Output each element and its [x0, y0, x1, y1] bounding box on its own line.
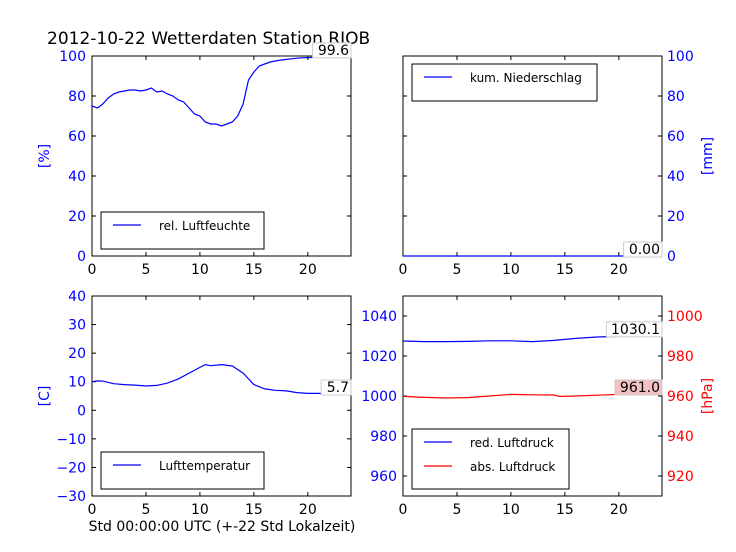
value-label-box: [320, 379, 352, 396]
y-tick-label: 40: [68, 169, 86, 185]
value-label: 99.6: [318, 43, 349, 59]
subplot-humidity: 0 5 10 15 20 0 20 40 60 80 100 [%] 99.6 rel. Luftfeuc…: [37, 42, 352, 278]
x-tick-label: 10: [191, 262, 209, 278]
x-tick-label: 10: [191, 502, 209, 518]
x-tick-label: 20: [299, 502, 317, 518]
x-tick-label: 10: [502, 502, 520, 518]
y-tick-label: 1040: [361, 309, 397, 325]
legend-label: Lufttemperatur: [159, 459, 250, 473]
y-axis-label: [C]: [37, 386, 53, 407]
y-tick-label: 1000: [361, 389, 397, 405]
y-tick-label: 960: [370, 469, 397, 485]
y-tick-label: −30: [56, 489, 86, 505]
value-label-box: [605, 321, 663, 338]
y-tick-label: 20: [68, 346, 86, 362]
x-tick-label: 0: [88, 262, 97, 278]
y-tick-label: 100: [59, 49, 86, 65]
x-tick-label: 5: [452, 262, 461, 278]
series-line: [91, 363, 351, 395]
x-tick-label: 20: [610, 262, 628, 278]
y-tick-label: 80: [68, 89, 86, 105]
y-tick-label: 20: [667, 209, 685, 225]
y-tick-label: 980: [370, 429, 397, 445]
x-tick-label: 20: [299, 262, 317, 278]
y-tick-label: −10: [56, 432, 86, 448]
plot-frame: [91, 55, 352, 257]
value-label: 961.0: [620, 380, 660, 396]
x-tick-label: 15: [556, 262, 574, 278]
series-line: [91, 56, 351, 127]
x-tick-label: 15: [245, 262, 263, 278]
y-tick-label: 40: [667, 169, 685, 185]
figure-x-axis-label: Std 00:00:00 UTC (+-22 Std Lokalzeit): [89, 519, 356, 535]
legend-label: rel. Luftfeuchte: [159, 219, 250, 233]
y-tick-label-right: 940: [667, 429, 694, 445]
value-label-box: [614, 379, 663, 396]
y-axis-label: [hPa]: [700, 378, 716, 414]
value-label: 0.00: [629, 242, 660, 258]
y-tick-label: 30: [68, 318, 86, 334]
legend-label: abs. Luftdruck: [470, 460, 555, 474]
legend-box: [411, 428, 570, 490]
y-tick-label-right: 920: [667, 469, 694, 485]
y-tick-label: 60: [667, 129, 685, 145]
y-tick-label: 10: [68, 375, 86, 391]
legend-label: kum. Niederschlag: [470, 71, 582, 85]
value-label: 1030.1: [611, 322, 660, 338]
y-axis-label: [mm]: [700, 137, 716, 175]
subplot-precipitation: 0 5 10 15 20 0 20 40 60 80 100 [mm] 0.00 kum. Nieders…: [399, 49, 716, 278]
x-tick-label: 5: [452, 502, 461, 518]
legend-box: [411, 63, 598, 102]
y-tick-label: −20: [56, 460, 86, 476]
y-tick-label: 0: [77, 249, 86, 265]
y-tick-label: 40: [68, 289, 86, 305]
x-tick-label: 20: [610, 502, 628, 518]
x-tick-label: 5: [141, 502, 150, 518]
figure-title: 2012-10-22 Wetterdaten Station RJOB: [47, 29, 370, 49]
legend-box: [100, 211, 265, 250]
y-tick-label: 1020: [361, 349, 397, 365]
subplot-pressure: 0 5 10 15 20 960 980 1000 1020 1040 920 940 960 980 10…: [361, 295, 716, 518]
value-label-box: [312, 42, 352, 59]
y-tick-label: 80: [667, 89, 685, 105]
y-tick-label: 0: [667, 249, 676, 265]
legend-label: red. Luftdruck: [470, 436, 554, 450]
x-tick-label: 5: [141, 262, 150, 278]
x-tick-label: 0: [399, 502, 408, 518]
y-tick-label: 20: [68, 209, 86, 225]
subplot-temperature: 0 5 10 15 20 −30 −20 −10 0 10 20 30 40 [C] 5.7 Lufttemp…: [37, 289, 352, 518]
x-tick-label: 15: [245, 502, 263, 518]
y-tick-label-right: 960: [667, 389, 694, 405]
value-label-box: [623, 241, 663, 258]
x-tick-label: 15: [556, 502, 574, 518]
y-tick-label-right: 980: [667, 349, 694, 365]
legend-box: [100, 451, 265, 490]
y-axis-label: [%]: [37, 144, 53, 168]
plot-frame: [91, 295, 352, 497]
y-tick-label-right: 1000: [667, 309, 703, 325]
y-tick-label: 100: [667, 49, 694, 65]
x-tick-label: 0: [399, 262, 408, 278]
series-line: [402, 393, 662, 399]
y-tick-label: 60: [68, 129, 86, 145]
x-tick-label: 0: [88, 502, 97, 518]
value-label: 5.7: [327, 380, 349, 396]
y-tick-label: 0: [77, 403, 86, 419]
x-tick-label: 10: [502, 262, 520, 278]
